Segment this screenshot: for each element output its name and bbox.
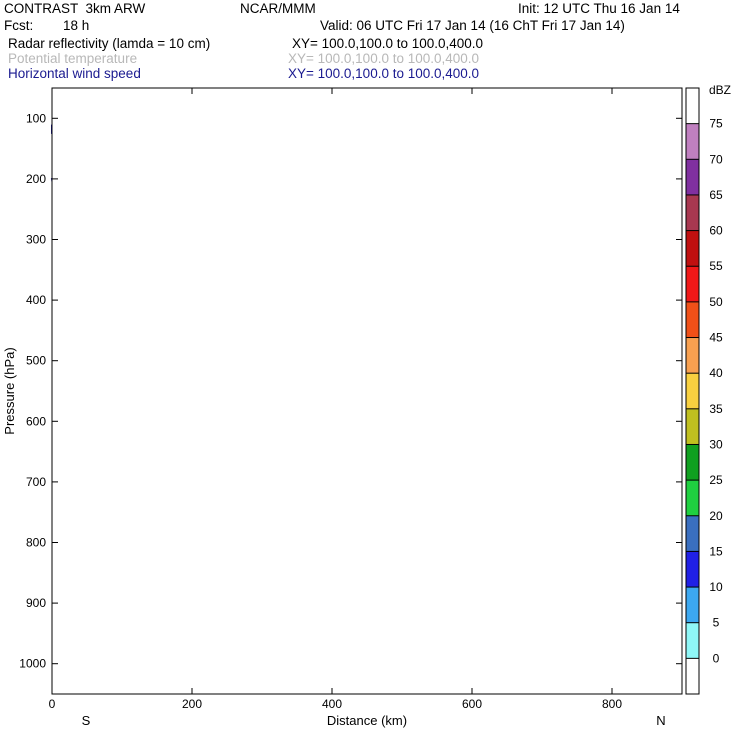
colorbar-title: dBZ — [709, 83, 731, 97]
colorbar: 0 5 10 15 20 25 30 35 40 45 50 55 60 65 70 75 dBZ — [685, 83, 731, 695]
colorbar-segment — [686, 373, 699, 409]
y-tick-label: 600 — [26, 414, 46, 428]
colorbar-segment — [686, 408, 699, 445]
y-tick-label: 800 — [26, 536, 46, 550]
x-tick-label: 800 — [602, 697, 622, 711]
valid-time: Valid: 06 UTC Fri 17 Jan 14 (16 ChT Fri … — [320, 18, 625, 33]
y-axis-label: Pressure (hPa) — [2, 347, 17, 434]
forecast-hours: 18 h — [63, 18, 90, 33]
axes: 100 200 300 400 500 600 700 800 900 1000 0 200 400 60… — [2, 87, 683, 728]
org-label: NCAR/MMM — [240, 1, 316, 16]
y-tick-label: 300 — [26, 233, 46, 247]
field-reflectivity: Radar reflectivity (lamda = 10 cm) — [8, 36, 211, 51]
colorbar-tick-label: 45 — [709, 331, 723, 345]
y-tick-label: 1000 — [19, 657, 46, 671]
colorbar-tick-label: 15 — [709, 544, 723, 558]
colorbar-tick-label: 20 — [709, 509, 723, 523]
field-theta: Potential temperature — [8, 51, 138, 66]
plot-frame — [51, 87, 683, 695]
colorbar-segment — [686, 88, 699, 124]
colorbar-segment — [686, 266, 699, 302]
y-tick-label: 100 — [26, 111, 46, 125]
x-end-label-south: S — [82, 713, 91, 728]
colorbar-tick-label: 55 — [709, 259, 723, 273]
colorbar-tick-label: 30 — [709, 437, 723, 451]
colorbar-tick-label: 40 — [709, 366, 723, 380]
colorbar-segment — [686, 587, 699, 623]
colorbar-tick-label: 25 — [709, 473, 723, 487]
colorbar-segment — [686, 444, 699, 481]
colorbar-segment — [686, 658, 699, 694]
x-end-label-north: N — [656, 713, 665, 728]
colorbar-segment — [686, 551, 699, 588]
colorbar-segment — [686, 337, 699, 374]
field-reflectivity-xy: XY= 100.0,100.0 to 100.0,400.0 — [292, 36, 484, 51]
colorbar-segment — [686, 123, 699, 160]
colorbar-tick-label: 60 — [709, 224, 723, 238]
field-wind: Horizontal wind speed — [8, 66, 141, 81]
colorbar-tick-label: 0 — [713, 651, 720, 665]
x-tick-label: 400 — [322, 697, 342, 711]
x-tick-label: 200 — [182, 697, 202, 711]
plot-background — [52, 88, 682, 694]
colorbar-segment — [686, 230, 699, 267]
colorbar-segment — [686, 480, 699, 516]
init-time: Init: 12 UTC Thu 16 Jan 14 — [518, 1, 680, 16]
field-wind-xy: XY= 100.0,100.0 to 100.0,400.0 — [288, 66, 480, 81]
colorbar-tick-label: 35 — [709, 402, 723, 416]
y-tick-label: 700 — [26, 475, 46, 489]
field-theta-xy: XY= 100.0,100.0 to 100.0,400.0 — [288, 51, 480, 66]
colorbar-tick-label: 5 — [713, 616, 720, 630]
y-tick-label: 400 — [26, 293, 46, 307]
x-tick-label: 600 — [462, 697, 482, 711]
colorbar-segment — [686, 622, 699, 659]
colorbar-tick-label: 10 — [709, 580, 723, 594]
colorbar-tick-label: 75 — [709, 117, 723, 131]
model-title: CONTRAST 3km ARW — [4, 1, 146, 16]
y-tick-label: 500 — [26, 354, 46, 368]
x-tick-label: 0 — [49, 697, 56, 711]
y-tick-label: 900 — [26, 596, 46, 610]
y-tick-label: 200 — [26, 172, 46, 186]
colorbar-segment — [686, 194, 699, 231]
colorbar-segment — [686, 515, 699, 552]
colorbar-frame — [685, 87, 700, 695]
colorbar-segment — [686, 159, 699, 195]
colorbar-tick-label: 65 — [709, 188, 723, 202]
colorbar-tick-label: 70 — [709, 152, 723, 166]
x-axis-label: Distance (km) — [327, 713, 407, 728]
forecast-label: Fcst: — [4, 18, 34, 33]
colorbar-segment — [686, 301, 699, 338]
colorbar-tick-label: 50 — [709, 295, 723, 309]
